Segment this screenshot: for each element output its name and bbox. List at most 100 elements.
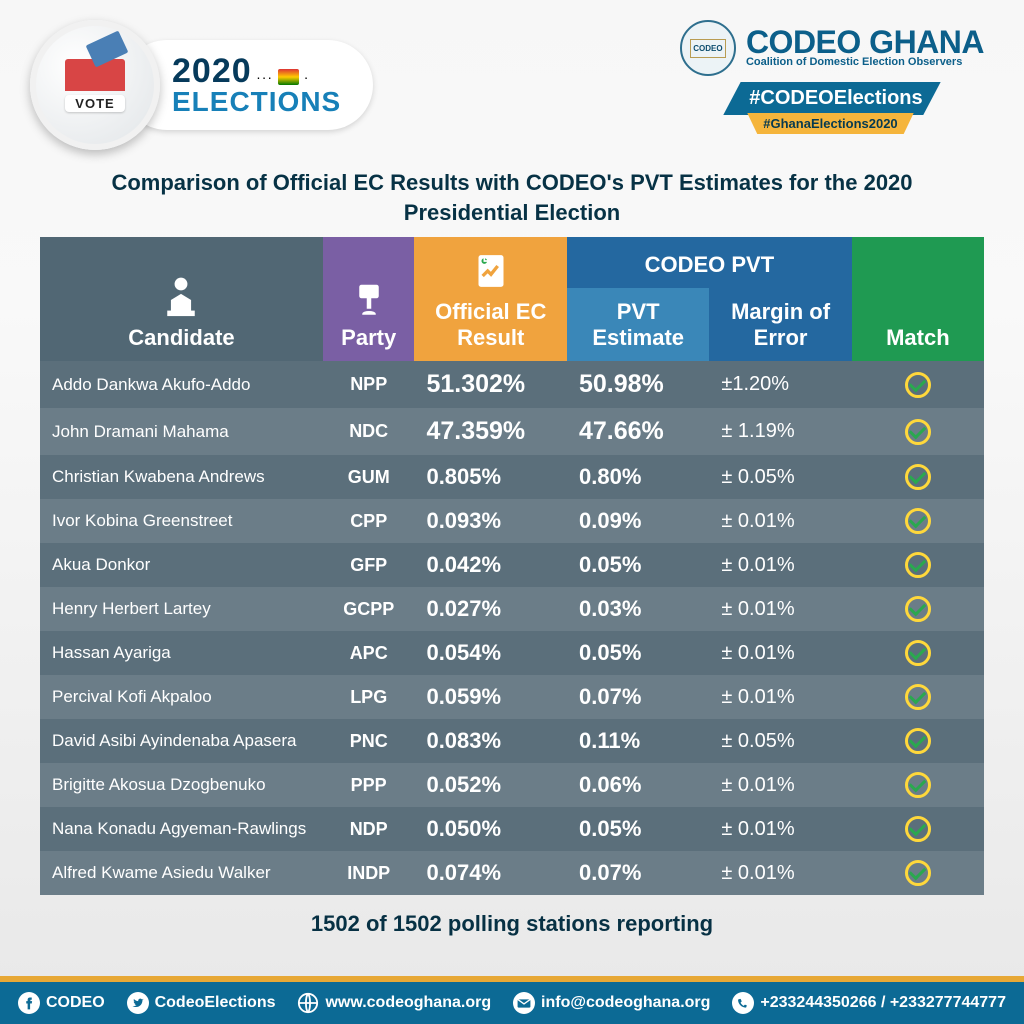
cell-party: INDP — [323, 851, 415, 895]
table-row: Addo Dankwa Akufo-AddoNPP51.302%50.98%±1… — [40, 361, 984, 408]
codeo-seal-icon: CODEO — [680, 20, 736, 76]
col-party: Party — [323, 237, 415, 361]
cell-moe: ± 0.01% — [709, 675, 851, 719]
cell-moe: ± 0.01% — [709, 543, 851, 587]
col-pvt: PVT Estimate — [567, 288, 709, 361]
check-icon — [905, 640, 931, 666]
candidate-icon — [159, 273, 203, 317]
cell-candidate: Ivor Kobina Greenstreet — [40, 499, 323, 543]
table-row: Alfred Kwame Asiedu WalkerINDP0.074%0.07… — [40, 851, 984, 895]
cell-party: GFP — [323, 543, 415, 587]
page-title: Comparison of Official EC Results with C… — [72, 168, 952, 227]
cell-party: GUM — [323, 455, 415, 499]
hashtag-banner: #CODEOElections #GhanaElections2020 — [723, 82, 940, 134]
cell-pvt: 0.11% — [567, 719, 709, 763]
cell-ec: 0.027% — [414, 587, 567, 631]
cell-moe: ±1.20% — [709, 361, 851, 408]
ballot-box-icon — [65, 59, 125, 91]
table-row: Christian Kwabena AndrewsGUM0.805%0.80%±… — [40, 455, 984, 499]
cell-match — [852, 499, 984, 543]
cell-pvt: 0.09% — [567, 499, 709, 543]
check-icon — [905, 464, 931, 490]
table-row: David Asibi Ayindenaba ApaseraPNC0.083%0… — [40, 719, 984, 763]
cell-ec: 0.059% — [414, 675, 567, 719]
cell-candidate: Nana Konadu Agyeman-Rawlings — [40, 807, 323, 851]
cell-pvt: 47.66% — [567, 408, 709, 455]
cell-candidate: John Dramani Mahama — [40, 408, 323, 455]
cell-match — [852, 361, 984, 408]
cell-moe: ± 0.01% — [709, 631, 851, 675]
contact-twitter[interactable]: CodeoElections — [127, 992, 276, 1014]
check-icon — [905, 860, 931, 886]
cell-party: APC — [323, 631, 415, 675]
cell-pvt: 0.80% — [567, 455, 709, 499]
cell-match — [852, 543, 984, 587]
vote-badge: VOTE — [30, 20, 160, 150]
contact-phone[interactable]: +233244350266 / +233277744777 — [732, 992, 1006, 1014]
table-row: John Dramani MahamaNDC47.359%47.66%± 1.1… — [40, 408, 984, 455]
hashtag-sub: #GhanaElections2020 — [747, 113, 913, 134]
cell-party: LPG — [323, 675, 415, 719]
cell-moe: ± 0.01% — [709, 499, 851, 543]
footer-bar: CODEO CodeoElections www.codeoghana.org … — [0, 976, 1024, 1024]
contact-facebook[interactable]: CODEO — [18, 992, 105, 1014]
cell-match — [852, 807, 984, 851]
cell-match — [852, 408, 984, 455]
org-name: CODEO GHANA — [746, 28, 984, 57]
check-icon — [905, 816, 931, 842]
cell-pvt: 0.07% — [567, 675, 709, 719]
cell-pvt: 0.05% — [567, 543, 709, 587]
cell-match — [852, 851, 984, 895]
report-icon — [471, 251, 511, 291]
cell-match — [852, 719, 984, 763]
cell-party: NPP — [323, 361, 415, 408]
cell-match — [852, 763, 984, 807]
table-row: Henry Herbert LarteyGCPP0.027%0.03%± 0.0… — [40, 587, 984, 631]
contact-website[interactable]: www.codeoghana.org — [297, 992, 491, 1014]
cell-ec: 0.074% — [414, 851, 567, 895]
org-tagline: Coalition of Domestic Election Observers — [746, 56, 984, 68]
cell-moe: ± 0.05% — [709, 455, 851, 499]
cell-ec: 0.052% — [414, 763, 567, 807]
codeo-logo-block: CODEO CODEO GHANA Coalition of Domestic … — [680, 20, 984, 134]
check-icon — [905, 684, 931, 710]
flag-decoration: ··· · — [256, 69, 309, 85]
cell-ec: 0.093% — [414, 499, 567, 543]
check-icon — [905, 372, 931, 398]
cell-party: NDC — [323, 408, 415, 455]
cell-party: CPP — [323, 499, 415, 543]
table-row: Brigitte Akosua DzogbenukoPPP0.052%0.06%… — [40, 763, 984, 807]
cell-pvt: 0.07% — [567, 851, 709, 895]
cell-pvt: 0.03% — [567, 587, 709, 631]
cell-ec: 0.050% — [414, 807, 567, 851]
party-icon — [351, 281, 387, 317]
cell-pvt: 0.05% — [567, 631, 709, 675]
cell-ec: 51.302% — [414, 361, 567, 408]
cell-ec: 47.359% — [414, 408, 567, 455]
col-candidate: Candidate — [40, 237, 323, 361]
cell-candidate: Percival Kofi Akpaloo — [40, 675, 323, 719]
col-ec: Official EC Result — [414, 237, 567, 361]
cell-match — [852, 455, 984, 499]
check-icon — [905, 772, 931, 798]
cell-moe: ± 0.01% — [709, 763, 851, 807]
cell-moe: ± 1.19% — [709, 408, 851, 455]
cell-candidate: Akua Donkor — [40, 543, 323, 587]
cell-match — [852, 675, 984, 719]
cell-pvt: 0.05% — [567, 807, 709, 851]
cell-moe: ± 0.01% — [709, 587, 851, 631]
check-icon — [905, 508, 931, 534]
col-moe: Margin of Error — [709, 288, 851, 361]
cell-candidate: Brigitte Akosua Dzogbenuko — [40, 763, 323, 807]
header: VOTE 2020 ··· · ELECTIONS CODEO CODEO GH… — [0, 0, 1024, 150]
cell-pvt: 50.98% — [567, 361, 709, 408]
cell-moe: ± 0.01% — [709, 807, 851, 851]
col-match: Match — [852, 237, 984, 361]
election-year: 2020 — [172, 52, 252, 90]
cell-candidate: Alfred Kwame Asiedu Walker — [40, 851, 323, 895]
elections-logo: VOTE 2020 ··· · ELECTIONS — [30, 20, 373, 150]
cell-candidate: Hassan Ayariga — [40, 631, 323, 675]
cell-candidate: Henry Herbert Lartey — [40, 587, 323, 631]
contact-email[interactable]: info@codeoghana.org — [513, 992, 710, 1014]
check-icon — [905, 552, 931, 578]
